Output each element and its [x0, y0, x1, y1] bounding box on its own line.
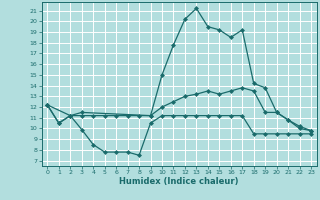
X-axis label: Humidex (Indice chaleur): Humidex (Indice chaleur)	[119, 177, 239, 186]
